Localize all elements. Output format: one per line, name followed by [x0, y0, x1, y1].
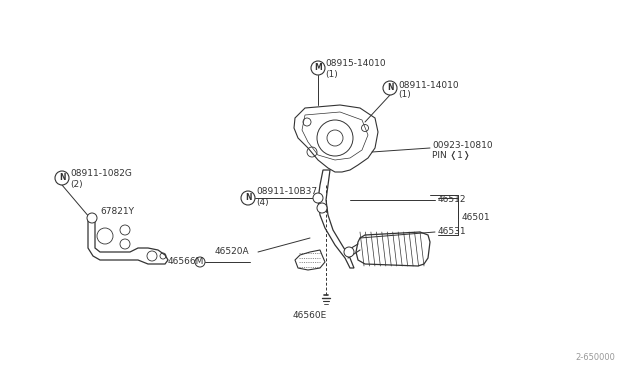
- Circle shape: [87, 213, 97, 223]
- Text: (1): (1): [325, 70, 338, 78]
- Text: 08911-14010: 08911-14010: [398, 80, 459, 90]
- Text: N: N: [59, 173, 65, 183]
- Text: (4): (4): [256, 198, 269, 206]
- Text: (1): (1): [398, 90, 411, 99]
- Text: M: M: [314, 64, 322, 73]
- Text: 46512: 46512: [438, 196, 467, 205]
- Text: 67821Y: 67821Y: [100, 208, 134, 217]
- Text: 08911-1082G: 08911-1082G: [70, 170, 132, 179]
- Text: PIN ❬1❭: PIN ❬1❭: [432, 151, 470, 160]
- Text: 46531: 46531: [438, 228, 467, 237]
- Text: 08915-14010: 08915-14010: [325, 60, 386, 68]
- Circle shape: [383, 81, 397, 95]
- Text: 46566M: 46566M: [168, 257, 204, 266]
- Text: (2): (2): [70, 180, 83, 189]
- Text: 46560E: 46560E: [293, 311, 327, 320]
- Text: N: N: [387, 83, 393, 93]
- Text: 2-650000: 2-650000: [575, 353, 615, 362]
- Text: 08911-10B37: 08911-10B37: [256, 187, 317, 196]
- Circle shape: [55, 171, 69, 185]
- Text: 46501: 46501: [462, 214, 491, 222]
- Circle shape: [241, 191, 255, 205]
- Circle shape: [311, 61, 325, 75]
- Text: 46520A: 46520A: [215, 247, 250, 257]
- Circle shape: [317, 203, 327, 213]
- Circle shape: [344, 247, 354, 257]
- Circle shape: [313, 193, 323, 203]
- Circle shape: [195, 257, 205, 267]
- Text: N: N: [244, 193, 252, 202]
- Text: 00923-10810: 00923-10810: [432, 141, 493, 150]
